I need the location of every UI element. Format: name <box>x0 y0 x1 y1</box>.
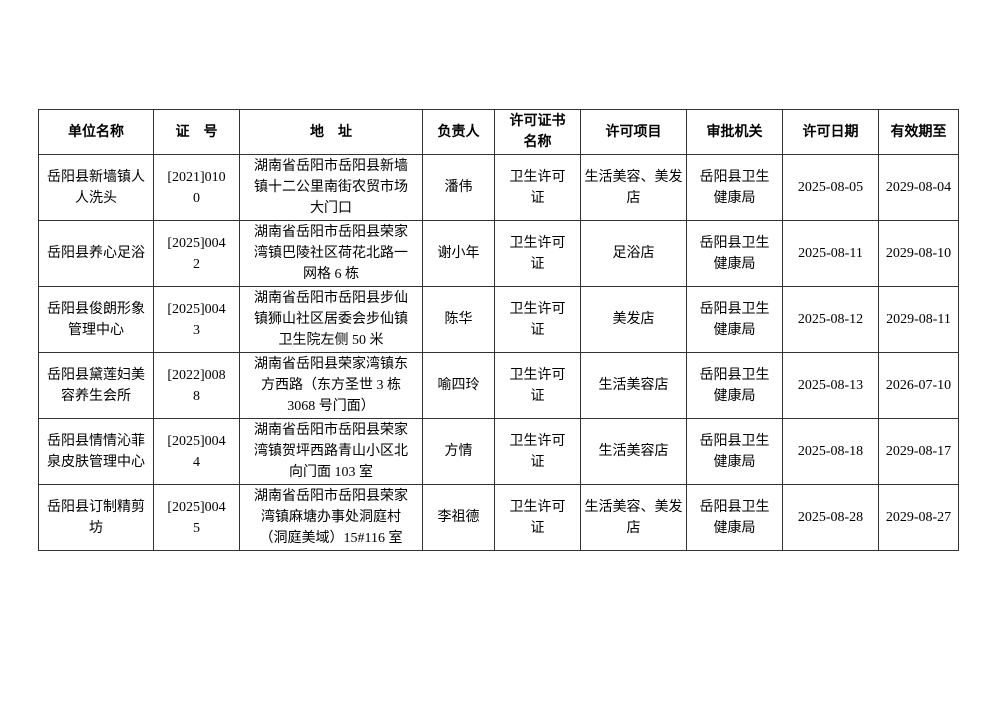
cell-cert-number: [2025]0042 <box>153 220 240 287</box>
cell-unit-name: 岳阳县黛莲妇美容养生会所 <box>38 352 154 419</box>
cell-approval-authority: 岳阳县卫生健康局 <box>686 484 783 551</box>
cell-cert-number: [2025]0043 <box>153 286 240 353</box>
cell-valid-until: 2029-08-04 <box>878 154 959 221</box>
cell-valid-until: 2029-08-17 <box>878 418 959 485</box>
header-person-in-charge: 负责人 <box>422 109 495 155</box>
header-unit-name: 单位名称 <box>38 109 154 155</box>
header-approval-authority: 审批机关 <box>686 109 783 155</box>
cell-person-in-charge: 喻四玲 <box>422 352 495 419</box>
cell-license-date: 2025-08-13 <box>782 352 879 419</box>
cell-cert-number: [2025]0044 <box>153 418 240 485</box>
header-cert-number: 证 号 <box>153 109 240 155</box>
table-row-2: 岳阳县养心足浴 [2025]0042 湖南省岳阳市岳阳县荣家湾镇巴陵社区荷花北路… <box>38 220 959 287</box>
cell-person-in-charge: 陈华 <box>422 286 495 353</box>
table-row-3: 岳阳县俊朗形象管理中心 [2025]0043 湖南省岳阳市岳阳县步仙镇狮山社区居… <box>38 286 959 353</box>
cell-license-items: 足浴店 <box>580 220 687 287</box>
cell-license-items: 生活美容、美发店 <box>580 154 687 221</box>
header-license-name: 许可证书名称 <box>494 109 581 155</box>
header-valid-until: 有效期至 <box>878 109 959 155</box>
header-license-items: 许可项目 <box>580 109 687 155</box>
cell-address: 湖南省岳阳市岳阳县步仙镇狮山社区居委会步仙镇卫生院左侧 50 米 <box>239 286 423 353</box>
table-row-5: 岳阳县情情沁菲泉皮肤管理中心 [2025]0044 湖南省岳阳市岳阳县荣家湾镇贺… <box>38 418 959 485</box>
permits-table: 单位名称 证 号 地 址 负责人 许可证书名称 许可项目 审批机关 许可日期 有… <box>38 109 959 551</box>
cell-valid-until: 2026-07-10 <box>878 352 959 419</box>
table-header-row: 单位名称 证 号 地 址 负责人 许可证书名称 许可项目 审批机关 许可日期 有… <box>38 109 959 155</box>
cell-address: 湖南省岳阳市岳阳县荣家湾镇麻塘办事处洞庭村（洞庭美域）15#116 室 <box>239 484 423 551</box>
cell-license-date: 2025-08-05 <box>782 154 879 221</box>
cell-license-name: 卫生许可证 <box>494 352 581 419</box>
header-address: 地 址 <box>239 109 423 155</box>
cell-cert-number: [2022]0088 <box>153 352 240 419</box>
cell-cert-number: [2025]0045 <box>153 484 240 551</box>
cell-address: 湖南省岳阳市岳阳县新墙镇十二公里南街农贸市场大门口 <box>239 154 423 221</box>
cell-license-name: 卫生许可证 <box>494 286 581 353</box>
cell-address: 湖南省岳阳县荣家湾镇东方西路（东方圣世 3 栋 3068 号门面） <box>239 352 423 419</box>
cell-license-name: 卫生许可证 <box>494 418 581 485</box>
table-row-1: 岳阳县新墙镇人人洗头 [2021]0100 湖南省岳阳市岳阳县新墙镇十二公里南街… <box>38 154 959 221</box>
cell-license-date: 2025-08-18 <box>782 418 879 485</box>
table-row-4: 岳阳县黛莲妇美容养生会所 [2022]0088 湖南省岳阳县荣家湾镇东方西路（东… <box>38 352 959 419</box>
cell-license-date: 2025-08-28 <box>782 484 879 551</box>
cell-license-items: 美发店 <box>580 286 687 353</box>
cell-unit-name: 岳阳县情情沁菲泉皮肤管理中心 <box>38 418 154 485</box>
cell-license-date: 2025-08-12 <box>782 286 879 353</box>
header-license-date: 许可日期 <box>782 109 879 155</box>
cell-valid-until: 2029-08-10 <box>878 220 959 287</box>
cell-license-items: 生活美容店 <box>580 418 687 485</box>
cell-person-in-charge: 李祖德 <box>422 484 495 551</box>
cell-license-date: 2025-08-11 <box>782 220 879 287</box>
cell-approval-authority: 岳阳县卫生健康局 <box>686 418 783 485</box>
cell-unit-name: 岳阳县养心足浴 <box>38 220 154 287</box>
cell-approval-authority: 岳阳县卫生健康局 <box>686 154 783 221</box>
cell-address: 湖南省岳阳市岳阳县荣家湾镇巴陵社区荷花北路一网格 6 栋 <box>239 220 423 287</box>
cell-person-in-charge: 方情 <box>422 418 495 485</box>
cell-approval-authority: 岳阳县卫生健康局 <box>686 352 783 419</box>
cell-unit-name: 岳阳县订制精剪坊 <box>38 484 154 551</box>
cell-approval-authority: 岳阳县卫生健康局 <box>686 220 783 287</box>
cell-license-items: 生活美容、美发店 <box>580 484 687 551</box>
cell-person-in-charge: 谢小年 <box>422 220 495 287</box>
cell-unit-name: 岳阳县俊朗形象管理中心 <box>38 286 154 353</box>
cell-unit-name: 岳阳县新墙镇人人洗头 <box>38 154 154 221</box>
cell-person-in-charge: 潘伟 <box>422 154 495 221</box>
cell-valid-until: 2029-08-27 <box>878 484 959 551</box>
cell-approval-authority: 岳阳县卫生健康局 <box>686 286 783 353</box>
cell-license-items: 生活美容店 <box>580 352 687 419</box>
table-row-6: 岳阳县订制精剪坊 [2025]0045 湖南省岳阳市岳阳县荣家湾镇麻塘办事处洞庭… <box>38 484 959 551</box>
cell-cert-number: [2021]0100 <box>153 154 240 221</box>
cell-license-name: 卫生许可证 <box>494 484 581 551</box>
cell-valid-until: 2029-08-11 <box>878 286 959 353</box>
cell-license-name: 卫生许可证 <box>494 154 581 221</box>
cell-address: 湖南省岳阳市岳阳县荣家湾镇贺坪西路青山小区北向门面 103 室 <box>239 418 423 485</box>
cell-license-name: 卫生许可证 <box>494 220 581 287</box>
